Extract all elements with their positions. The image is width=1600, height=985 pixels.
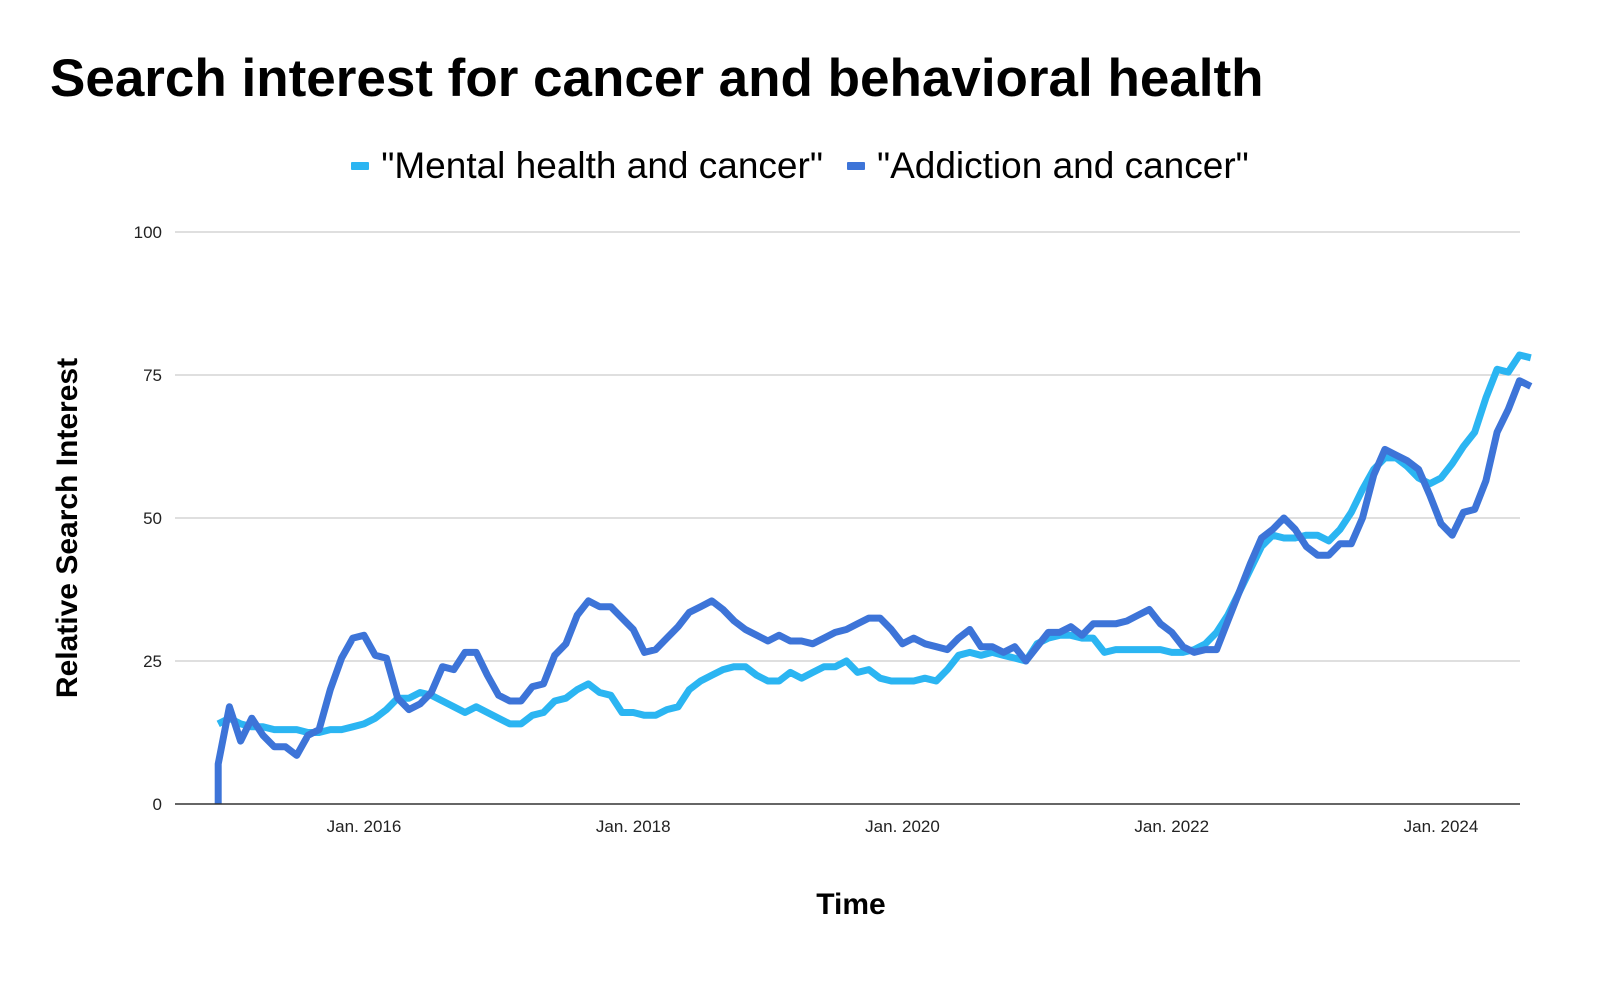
y-axis-ticks: 0 25 50 75 100 bbox=[134, 223, 162, 814]
x-tick-label: Jan. 2016 bbox=[327, 817, 402, 836]
chart-title: Search interest for cancer and behaviora… bbox=[50, 49, 1264, 108]
x-tick-label: Jan. 2018 bbox=[596, 817, 671, 836]
legend-label-addiction: "Addiction and cancer" bbox=[876, 145, 1249, 186]
y-tick-label: 0 bbox=[153, 795, 162, 814]
y-tick-label: 75 bbox=[143, 366, 162, 385]
y-axis-title: Relative Search Interest bbox=[51, 358, 84, 698]
gridlines bbox=[175, 231, 1520, 662]
series-line-addiction bbox=[214, 377, 1533, 804]
y-tick-label: 100 bbox=[134, 223, 162, 242]
legend-label-mental-health: "Mental health and cancer" bbox=[381, 145, 823, 186]
legend-swatch-mental-health bbox=[351, 162, 370, 170]
series-lines bbox=[214, 351, 1533, 804]
x-axis-ticks: Jan. 2016 Jan. 2018 Jan. 2020 Jan. 2022 Jan.… bbox=[327, 817, 1479, 836]
series-line-mental-health bbox=[216, 351, 1532, 736]
legend-item-mental-health: "Mental health and cancer" bbox=[351, 145, 823, 187]
y-tick-label: 25 bbox=[143, 652, 162, 671]
chart-legend: "Mental health and cancer" "Addiction an… bbox=[0, 143, 1600, 189]
x-tick-label: Jan. 2020 bbox=[865, 817, 940, 836]
x-tick-label: Jan. 2024 bbox=[1404, 817, 1479, 836]
x-axis-title: Time bbox=[816, 888, 885, 921]
legend-swatch-addiction bbox=[846, 162, 865, 170]
x-tick-label: Jan. 2022 bbox=[1134, 817, 1209, 836]
legend-item-addiction: "Addiction and cancer" bbox=[846, 145, 1249, 187]
y-tick-label: 50 bbox=[143, 509, 162, 528]
